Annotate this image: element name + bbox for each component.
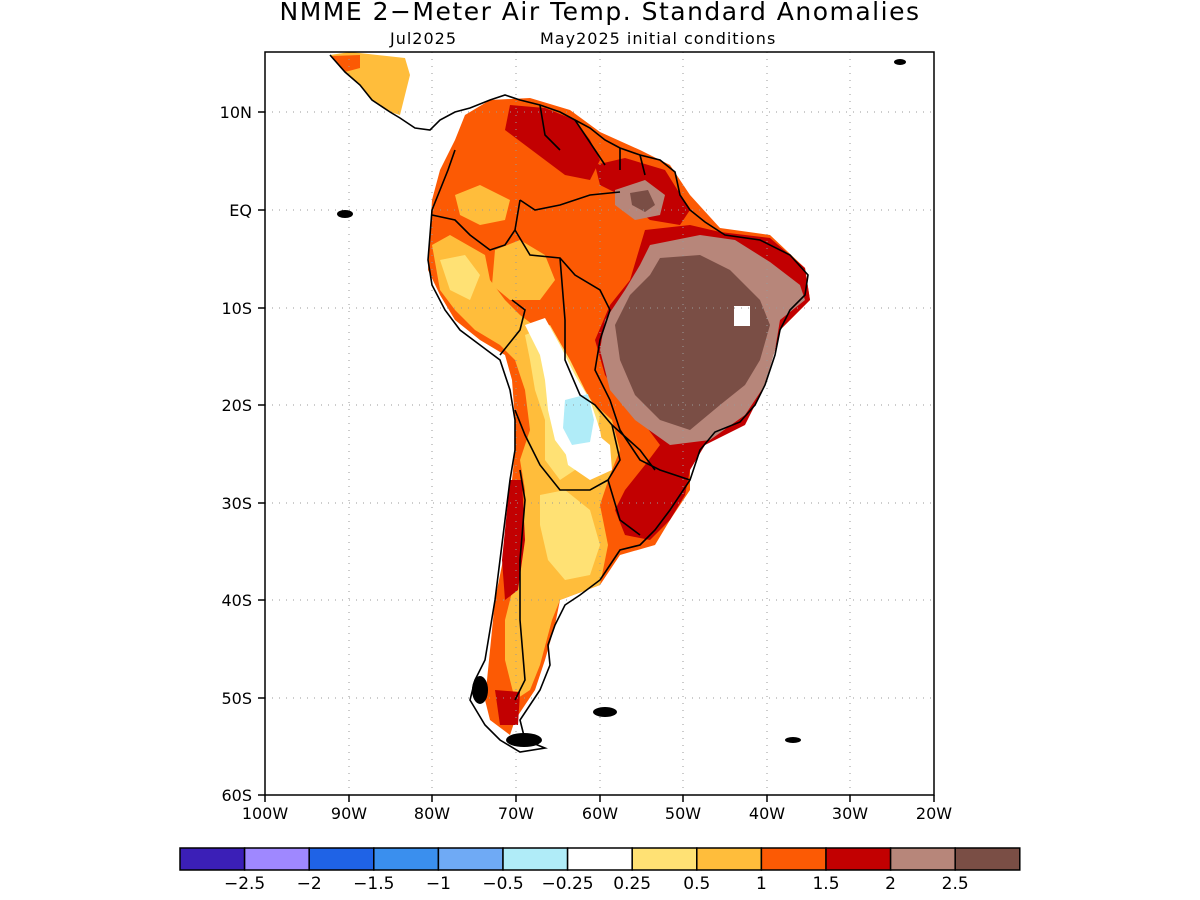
field-negative-light xyxy=(563,394,594,445)
colorbar-labels: −2.5 −2 −1.5 −1 −0.5 −0.25 0.25 0.5 1 1.… xyxy=(224,874,969,894)
colorbar-swatch xyxy=(760,847,827,871)
lat-label: 40S xyxy=(221,591,252,610)
colorbar-label: −2.5 xyxy=(224,874,265,894)
lon-label: 70W xyxy=(498,804,534,823)
colorbar-swatch xyxy=(631,847,698,871)
colorbar-swatch xyxy=(373,847,440,871)
field-dark-brown xyxy=(615,255,770,430)
colorbar-swatch xyxy=(696,847,763,871)
lat-label: 20S xyxy=(221,396,252,415)
coastlines xyxy=(329,54,809,753)
colorbar-swatch xyxy=(889,847,956,871)
colorbar-label: 0.5 xyxy=(683,874,710,894)
colorbar-swatch xyxy=(437,847,504,871)
colorbar xyxy=(179,847,1021,871)
colorbar-label: 1.5 xyxy=(812,874,839,894)
field-red-patagonia xyxy=(495,690,520,725)
lon-label: 60W xyxy=(582,804,618,823)
colorbar-swatch xyxy=(179,847,246,871)
field-gold-north xyxy=(455,185,510,225)
field-andes-gold xyxy=(432,235,620,700)
lat-label: 60S xyxy=(221,786,252,805)
lat-label: 30S xyxy=(221,494,252,513)
anomaly-field xyxy=(330,52,810,735)
colorbar-label: −1 xyxy=(426,874,451,894)
lat-label: EQ xyxy=(229,201,252,220)
lon-label: 80W xyxy=(414,804,450,823)
map-title: NMME 2−Meter Air Temp. Standard Anomalie… xyxy=(279,0,921,26)
colorbar-label: −1.5 xyxy=(353,874,394,894)
lon-label: 40W xyxy=(749,804,785,823)
valid-month: Jul2025 xyxy=(390,29,458,48)
colorbar-label: 0.25 xyxy=(613,874,651,894)
graticule xyxy=(265,52,934,795)
field-missing xyxy=(734,306,750,326)
colorbar-label: 2.5 xyxy=(942,874,969,894)
field-central-america-hot xyxy=(332,55,360,72)
islands xyxy=(337,59,906,747)
lon-labels: 100W 90W 80W 70W 60W 50W 40W 30W 20W xyxy=(242,804,952,823)
colorbar-swatch xyxy=(243,847,310,871)
colorbar-label: 2 xyxy=(885,874,896,894)
colorbar-swatch xyxy=(308,847,375,871)
lon-label: 30W xyxy=(832,804,868,823)
field-gold-amazon xyxy=(492,240,555,300)
lon-label: 100W xyxy=(242,804,289,823)
lat-label: 10N xyxy=(220,103,252,122)
lon-label: 50W xyxy=(665,804,701,823)
lon-label: 90W xyxy=(331,804,367,823)
tick-marks xyxy=(258,111,935,802)
initial-conditions: May2025 initial conditions xyxy=(540,29,777,48)
colorbar-label: −0.25 xyxy=(542,874,594,894)
colorbar-label: 1 xyxy=(756,874,767,894)
field-light-yellow xyxy=(440,255,480,300)
lat-label: 50S xyxy=(221,689,252,708)
colorbar-swatch xyxy=(825,847,892,871)
lat-labels: 10N EQ 10S 20S 30S 40S 50S 60S xyxy=(220,103,252,805)
field-light-yellow-3 xyxy=(540,490,600,580)
field-dark-brown-guianas xyxy=(630,190,655,212)
lon-label: 20W xyxy=(916,804,952,823)
colorbar-swatch xyxy=(502,847,569,871)
colorbar-swatch xyxy=(954,847,1021,871)
colorbar-label: −0.5 xyxy=(482,874,523,894)
colorbar-swatch xyxy=(566,847,633,871)
colorbar-label: −2 xyxy=(297,874,322,894)
lat-label: 10S xyxy=(221,299,252,318)
